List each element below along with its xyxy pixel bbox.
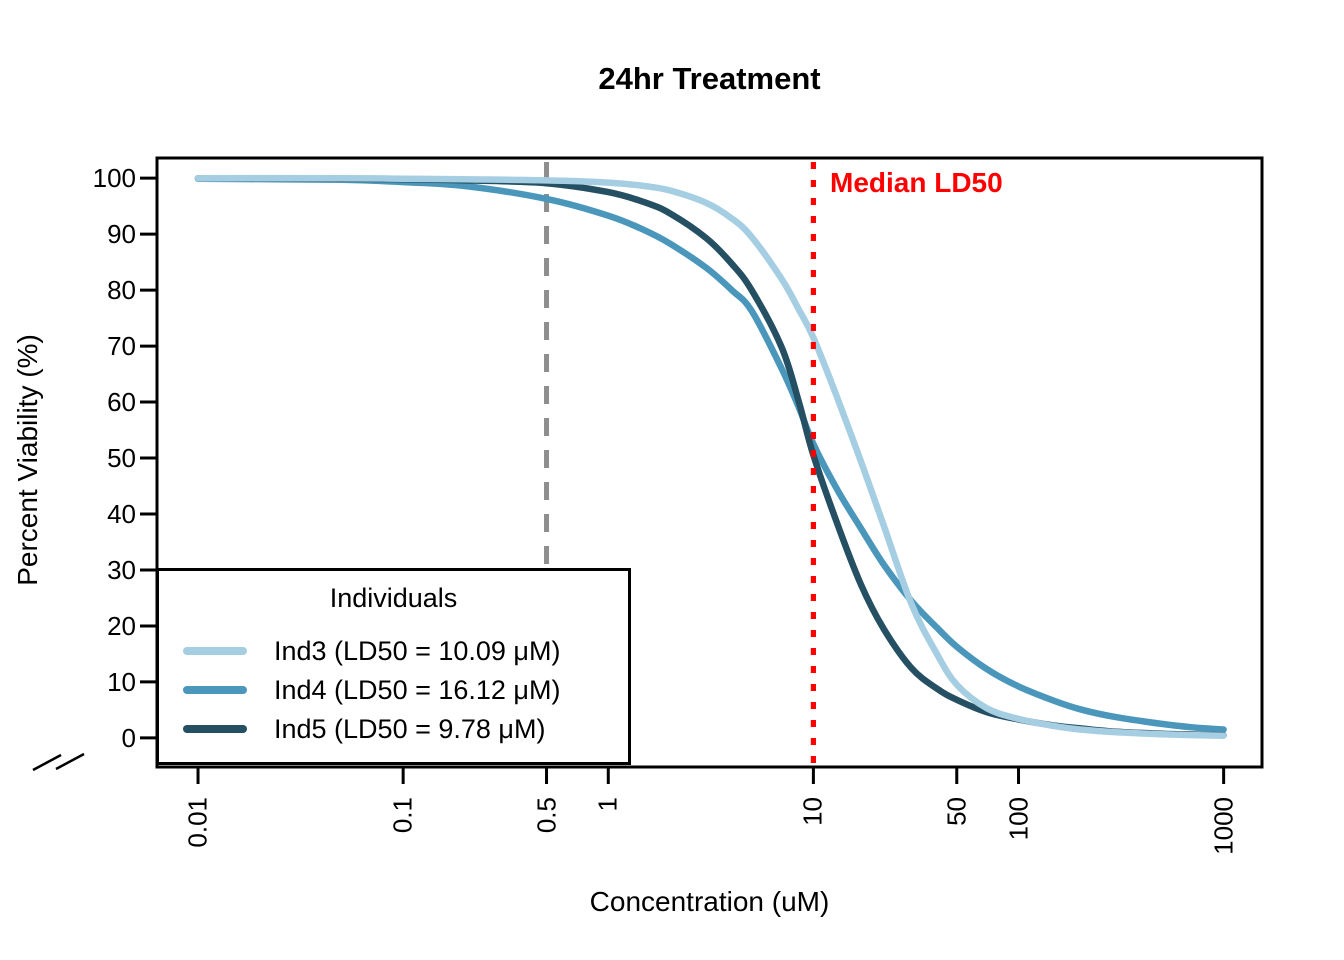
y-tick-label: 30 [107,554,136,585]
curve-ind3 [194,174,1227,739]
y-tick-label: 70 [107,331,136,362]
curves-layer [194,162,1227,769]
legend-item-ind3: Ind3 (LD50 = 10.09 μM) [159,633,628,669]
plot-border [155,156,1264,769]
x-tick-label: 100 [1003,797,1034,841]
x-axis-title: Concentration (uM) [589,886,830,917]
legend-swatch-ind5 [183,725,247,733]
legend-label-ind5: Ind5 (LD50 = 9.78 μM) [274,713,546,744]
y-tick-label: 40 [107,498,136,529]
legend-title: Individuals [329,583,458,613]
y-tick-label: 50 [107,443,136,474]
axes-layer [140,156,1264,784]
x-tick-label: 10 [797,797,828,826]
y-tick-label: 100 [92,163,136,194]
legend-swatch-ind4 [183,686,247,694]
y-axis-title: Percent Viability (%) [12,334,43,586]
legend-label-ind4: Ind4 (LD50 = 16.12 μM) [274,674,561,705]
x-tick-label: 0.01 [182,797,213,848]
y-tick-label: 80 [107,275,136,306]
x-tick-label: 0.5 [531,797,562,834]
x-tick-label: 0.1 [387,797,418,834]
x-tick-label: 50 [941,797,972,826]
legend: Individuals Ind3 (LD50 = 10.09 μM) Ind4 (… [156,568,631,765]
median-ld50-label: Median LD50 [830,167,1003,198]
legend-item-ind4: Ind4 (LD50 = 16.12 μM) [159,672,628,708]
legend-swatch-ind3 [183,647,247,655]
x-tick-label: 1 [592,797,623,812]
axis-break-icon [32,752,85,772]
y-tick-label: 20 [107,610,136,641]
x-tick-label: 1000 [1208,797,1239,855]
y-tick-label: 60 [107,387,136,418]
legend-label-ind3: Ind3 (LD50 = 10.09 μM) [274,635,561,666]
chart-title: 24hr Treatment [598,61,821,96]
y-tick-label: 10 [107,666,136,697]
y-tick-label: 0 [121,722,136,753]
legend-item-ind5: Ind5 (LD50 = 9.78 μM) [159,711,628,747]
y-tick-label: 90 [107,219,136,250]
